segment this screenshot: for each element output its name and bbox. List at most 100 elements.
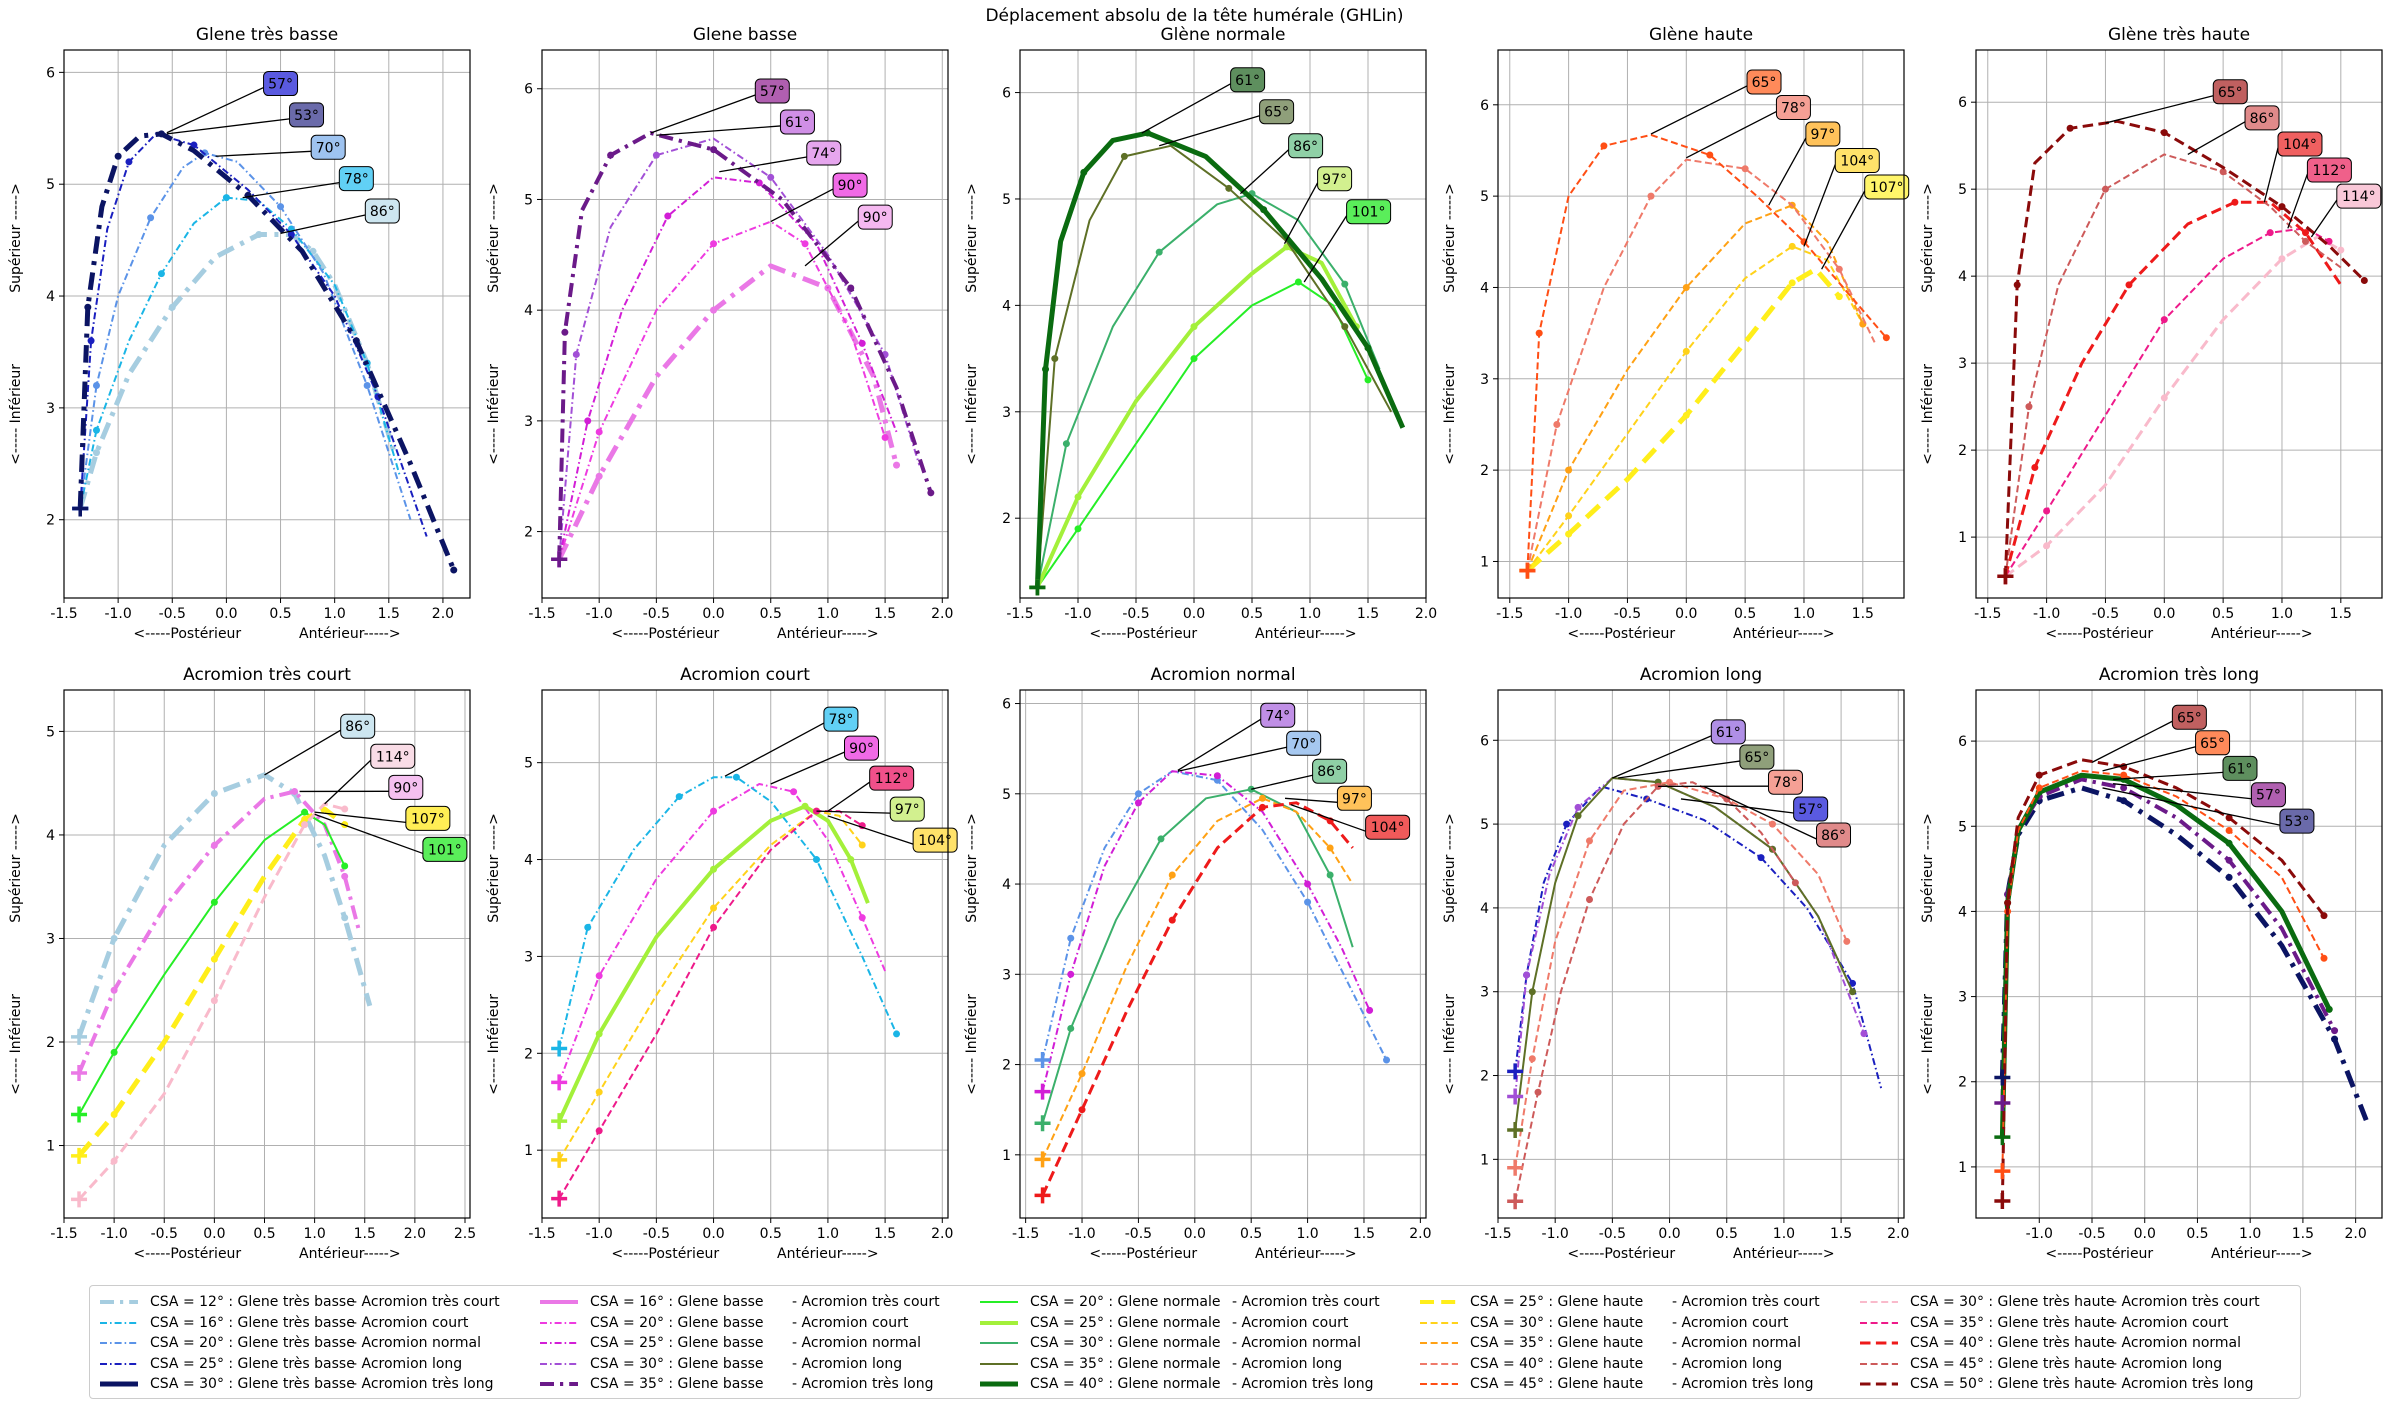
annotation-arrow — [724, 722, 825, 777]
annotation-label: 53° — [2285, 814, 2310, 830]
annotation-arrow — [314, 813, 424, 855]
series-line-5 — [1041, 801, 1354, 1197]
series-marker — [1757, 854, 1765, 862]
legend-column: CSA = 25° : Glene haute CSA = 30° : Glene… — [1418, 1292, 1643, 1395]
legend-label: - Acromion normal — [1232, 1335, 1362, 1352]
y-tick-label: 2 — [1480, 1069, 1489, 1085]
series-line-4 — [2004, 153, 2342, 577]
series-marker — [1168, 871, 1176, 879]
annotation-arrow — [2187, 121, 2246, 155]
series-line-1 — [1041, 770, 1388, 1061]
y-axis-label: <----- Inférieur Supérieur -----> — [1920, 183, 1936, 465]
series-marker — [110, 1157, 118, 1165]
annotation-box — [388, 774, 424, 800]
x-axis-label: <-----Postérieur Antérieur-----> — [1089, 1246, 1356, 1262]
annotation-label: 112° — [2313, 163, 2347, 179]
legend-entry: CSA = 25° : Glene très basse — [98, 1354, 355, 1375]
legend-entry: CSA = 30° : Glene haute — [1418, 1313, 1643, 1334]
annotation-label: 97° — [1322, 172, 1347, 188]
series-marker — [710, 306, 718, 314]
series-group — [1514, 777, 1883, 1202]
series-line-1 — [76, 772, 373, 1038]
x-tick-label: 0.5 — [1716, 1226, 1738, 1242]
legend-entry: - Acromion long — [1672, 1354, 1820, 1375]
x-tick-label: -0.5 — [1614, 606, 1641, 622]
legend-entry: CSA = 30° : Glene basse — [538, 1354, 764, 1375]
series-line-2 — [1526, 245, 1864, 572]
series-marker — [1574, 812, 1582, 820]
legend-label: CSA = 50° : Glene très haute — [1910, 1376, 2115, 1393]
series-line-5 — [2003, 119, 2366, 577]
legend-entry: CSA = 16° : Glene très basse — [98, 1313, 355, 1334]
series-line-2 — [79, 196, 401, 509]
start-marker — [1507, 1193, 1524, 1210]
x-tick-label: 1.0 — [1773, 1226, 1795, 1242]
annotation-box — [1816, 822, 1852, 848]
series-line-5 — [1526, 133, 1888, 571]
legend-entry: - Acromion court — [352, 1313, 500, 1334]
series-marker — [2302, 229, 2310, 237]
annotation-arrow — [242, 181, 340, 199]
annotation-label: 57° — [2256, 788, 2281, 804]
annotation-label: 78° — [829, 712, 854, 728]
x-tick-label: 2.0 — [1415, 606, 1437, 622]
x-tick-label: -1.0 — [100, 1226, 127, 1242]
start-marker — [1034, 1052, 1051, 1069]
y-tick-label: 2 — [1480, 463, 1489, 479]
series-marker — [1528, 988, 1536, 996]
series-marker — [210, 955, 218, 963]
legend-swatch — [980, 1301, 1018, 1304]
annotation-label: 97° — [1810, 127, 1835, 143]
series-marker — [210, 841, 218, 849]
series-marker — [2266, 229, 2274, 237]
x-tick-label: 1.0 — [817, 606, 839, 622]
x-tick-label: 0.5 — [1734, 606, 1756, 622]
y-tick-label: 5 — [1480, 189, 1489, 205]
x-tick-label: 1.5 — [1357, 606, 1379, 622]
series-line-3 — [1036, 192, 1381, 588]
annotation-box — [1259, 99, 1295, 125]
legend-entry: - Acromion très long — [1672, 1374, 1820, 1395]
annotation-label: 86° — [1317, 764, 1342, 780]
legend-entry: CSA = 50° : Glene très haute — [1858, 1374, 2115, 1395]
series-marker — [210, 898, 218, 906]
series-marker — [1225, 184, 1233, 192]
x-tick-label: 2.0 — [1887, 1226, 1909, 1242]
annotation-label: 90° — [393, 780, 418, 796]
series-marker — [1120, 152, 1128, 160]
y-tick-label: 1 — [1958, 1160, 1967, 1176]
annotation-box — [310, 134, 346, 160]
subplot-3: -1.5 -1.0 -0.5 0.0 0.5 1.0 1.5 2.0 2 3 4 5 6 61°65° 86… — [964, 25, 1437, 642]
annotation-arrow — [280, 214, 366, 235]
annotation-arrow — [719, 156, 807, 173]
series-marker — [2320, 912, 2328, 920]
series-marker — [450, 566, 458, 574]
legend-label: CSA = 20° : Glene très basse — [150, 1335, 355, 1352]
series-marker — [1835, 265, 1843, 273]
annotation-label: 70° — [1291, 736, 1316, 752]
annotation-label: 101° — [428, 842, 462, 858]
annotation-arrow — [1251, 774, 1313, 790]
subplot-5: -1.5 -1.0 -0.5 0.0 0.5 1.0 1.5 1 2 3 4 5 6 65° 86° 104°… — [1920, 25, 2383, 642]
series-marker — [2302, 237, 2310, 245]
x-tick-label: 1.5 — [2292, 1226, 2314, 1242]
series-marker — [1042, 365, 1050, 373]
legend-label: - Acromion normal — [792, 1335, 922, 1352]
annotation-arrow — [324, 759, 372, 805]
legend-entry: CSA = 25° : Glene haute — [1418, 1292, 1643, 1313]
annotation-box — [1230, 67, 1266, 93]
annotation-arrow — [1284, 797, 1338, 803]
annotation-arrow — [1283, 182, 1319, 244]
series-marker — [1383, 1056, 1391, 1064]
annotation-box — [422, 836, 468, 862]
x-tick-label: 2.0 — [931, 1226, 953, 1242]
legend-label: CSA = 20° : Glene normale — [1030, 1294, 1221, 1311]
legend-entry: - Acromion long — [1232, 1354, 1380, 1375]
annotation-label: 74° — [811, 146, 836, 162]
x-tick-label: 0.0 — [203, 1226, 225, 1242]
annotation-arrow — [1159, 115, 1260, 147]
y-tick-label: 1 — [46, 1139, 55, 1155]
axes-frame — [63, 689, 471, 1219]
annotation-arrow — [264, 729, 342, 776]
series-marker — [1304, 898, 1312, 906]
